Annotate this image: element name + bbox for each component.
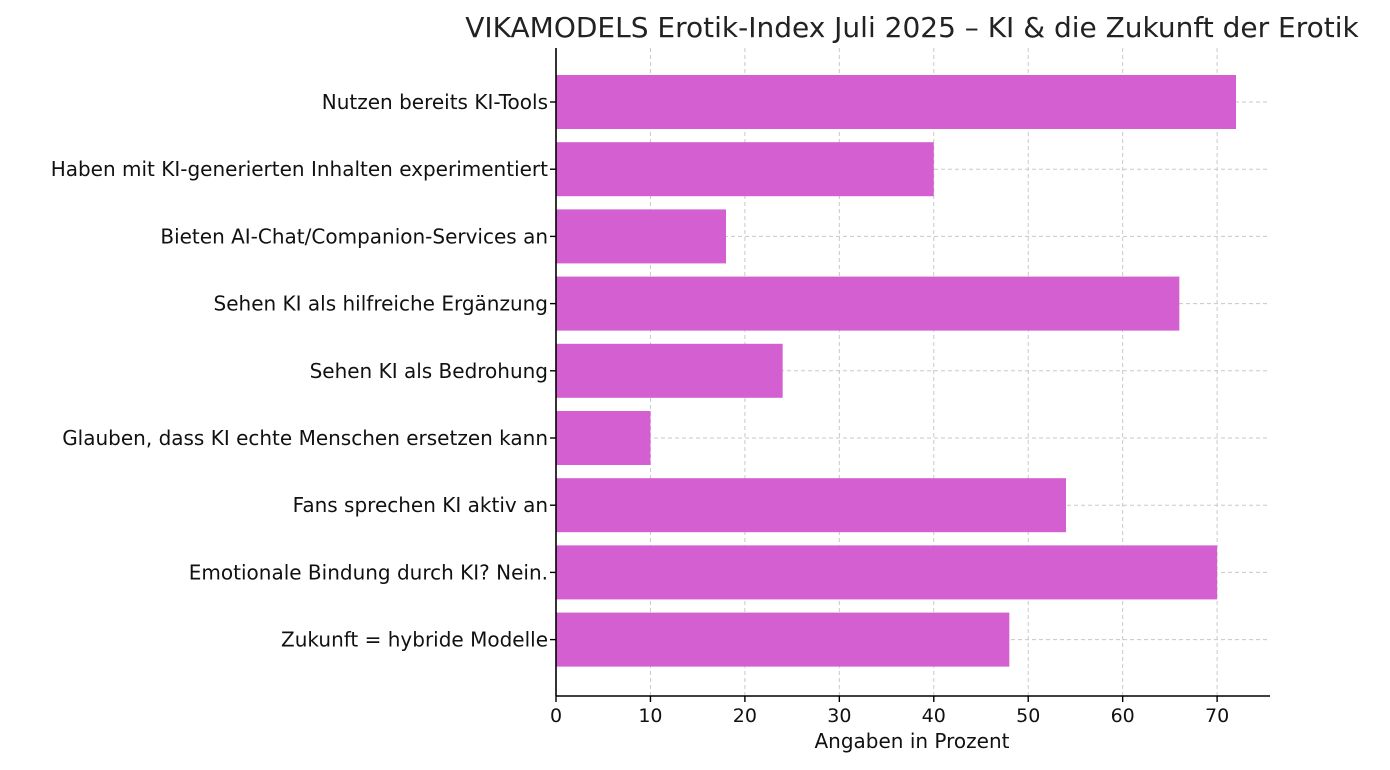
x-tick-label: 10 (638, 705, 662, 727)
bar (556, 545, 1218, 600)
category-label: Glauben, dass KI echte Menschen ersetzen… (62, 426, 548, 450)
chart-title: VIKAMODELS Erotik-Index Juli 2025 – KI &… (465, 11, 1359, 44)
category-label: Zukunft = hybride Modelle (281, 628, 548, 652)
x-tick-label: 20 (733, 705, 757, 727)
category-label: Fans sprechen KI aktiv an (293, 493, 548, 517)
x-axis-label: Angaben in Prozent (815, 729, 1010, 753)
category-label: Bieten AI-Chat/Companion-Services an (160, 224, 548, 248)
bar (556, 411, 651, 465)
x-tick-label: 60 (1111, 705, 1135, 727)
bar (556, 612, 1010, 667)
x-tick-label: 70 (1205, 705, 1229, 727)
category-label: Haben mit KI-generierten Inhalten experi… (51, 157, 548, 181)
category-label: Nutzen bereits KI-Tools (322, 90, 548, 114)
bar (556, 75, 1236, 129)
bar (556, 343, 783, 398)
bar (556, 478, 1066, 533)
x-tick-label: 0 (550, 705, 562, 727)
x-tick-label: 40 (922, 705, 946, 727)
category-label: Sehen KI als hilfreiche Ergänzung (214, 292, 548, 316)
x-tick-label: 30 (827, 705, 851, 727)
bar (556, 276, 1180, 331)
x-tick-label: 50 (1016, 705, 1040, 727)
bar (556, 209, 726, 264)
category-labels: Nutzen bereits KI-Tools Haben mit KI-gene… (51, 90, 556, 652)
bar (556, 142, 934, 197)
x-axis-ticks: 0 10 20 30 40 50 60 70 (550, 696, 1229, 727)
bars (556, 75, 1236, 667)
category-label: Emotionale Bindung durch KI? Nein. (189, 560, 548, 584)
category-label: Sehen KI als Bedrohung (310, 359, 548, 383)
